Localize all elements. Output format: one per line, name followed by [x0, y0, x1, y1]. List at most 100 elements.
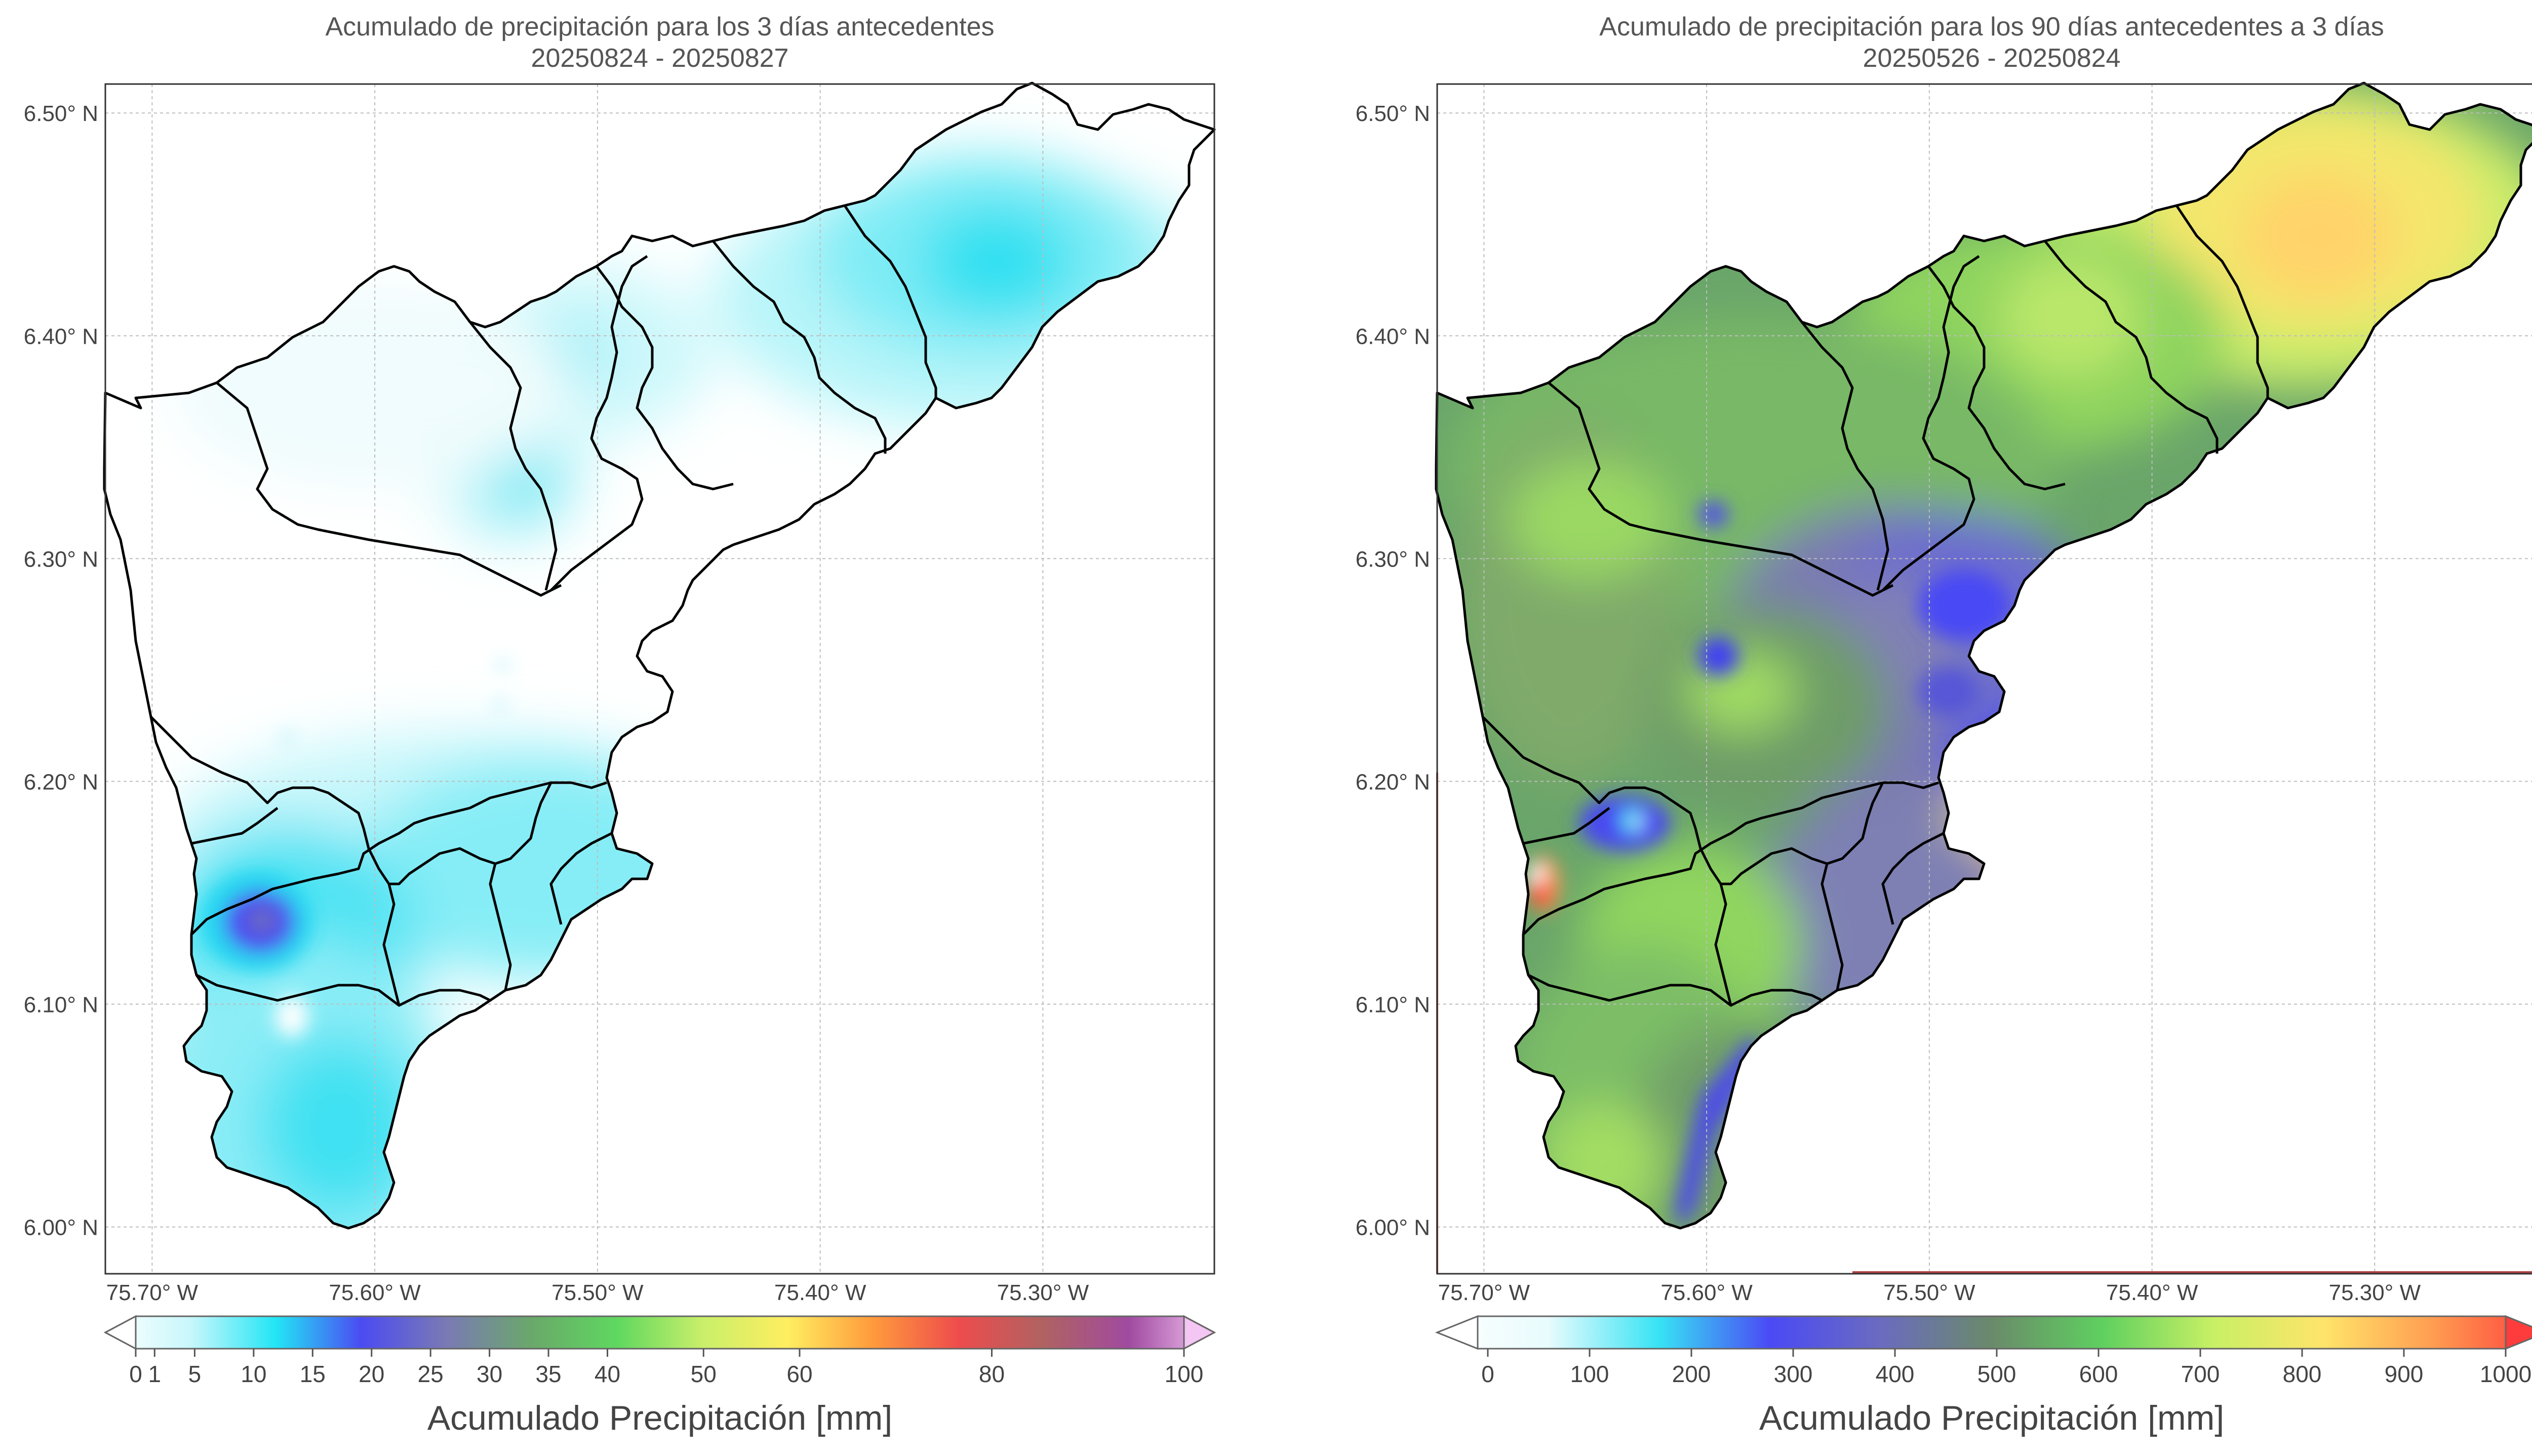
x-tick-label: 75.40° W — [774, 1280, 866, 1305]
sub-basin-boundary — [1927, 265, 2066, 491]
sub-basin-boundary — [1881, 832, 1945, 925]
right-map-frame — [1436, 83, 2532, 1275]
sub-basin-boundary — [2044, 240, 2219, 454]
x-tick-label: 75.50° W — [551, 1280, 644, 1305]
right-x-tick-labels: 75.70° W 75.60° W 75.50° W 75.40° W 75.30° W — [1438, 1280, 2421, 1305]
colorbar-tick-label: 10 — [241, 1361, 266, 1387]
right-title-line1: Acumulado de precipitación para los 90 d… — [1599, 12, 2384, 42]
left-map-panel: Acumulado de precipitación para los 3 dí… — [24, 12, 1216, 1305]
colorbar-tick-label: 60 — [786, 1361, 812, 1387]
left-colorbar-max-extension — [1183, 1315, 1216, 1350]
sub-basin-boundary — [550, 255, 648, 591]
sub-basin-boundary — [1821, 863, 1844, 991]
y-tick-label: 6.50° N — [1356, 101, 1430, 126]
left-y-tick-labels: 6.50° N 6.40° N 6.30° N 6.20° N 6.10° N 6.00°… — [24, 101, 98, 1240]
colorbar-tick-label: 1 — [148, 1361, 161, 1387]
sub-basin-boundary — [549, 832, 613, 925]
sub-basin-boundary — [1801, 321, 1889, 591]
sub-basin-boundary — [1482, 716, 1697, 829]
sub-basin-boundary — [469, 321, 558, 591]
left-colorbar-ticks: 0 1 5 10 15 20 25 30 35 40 50 60 80 100 — [129, 1349, 1203, 1387]
sub-basin-boundary — [389, 782, 552, 885]
sub-basin-boundary — [1694, 828, 1732, 1006]
colorbar-tick-label: 600 — [2079, 1361, 2118, 1387]
colorbar-tick-label: 5 — [188, 1361, 202, 1387]
x-tick-label: 75.60° W — [1660, 1280, 1753, 1305]
sub-basin-boundary — [195, 974, 491, 1007]
y-tick-label: 6.00° N — [24, 1216, 98, 1240]
x-tick-label: 75.30° W — [997, 1280, 1089, 1305]
colorbar-tick-label: 15 — [300, 1361, 326, 1387]
left-title-line1: Acumulado de precipitación para los 3 dí… — [325, 12, 994, 42]
colorbar-tick-label: 30 — [477, 1361, 502, 1387]
colorbar-tick-label: 500 — [1977, 1361, 2016, 1387]
region-outline — [1435, 82, 2532, 1230]
y-tick-label: 6.20° N — [1356, 770, 1430, 794]
right-y-tick-labels: 6.50° N 6.40° N 6.30° N 6.20° N 6.10° N 6.00°… — [1356, 101, 1430, 1240]
right-title-line2: 20250526 - 20250824 — [1863, 44, 2121, 73]
sub-basin-boundary — [596, 265, 734, 491]
sub-basin-boundary — [1721, 782, 1884, 885]
sub-basin-boundary — [1523, 807, 1610, 845]
y-tick-label: 6.40° N — [1356, 324, 1430, 349]
y-tick-label: 6.00° N — [1356, 1216, 1430, 1240]
colorbar-tick-label: 80 — [979, 1361, 1005, 1387]
right-colorbar-max-extension — [2505, 1315, 2532, 1350]
left-x-tick-labels: 75.70° W 75.60° W 75.50° W 75.40° W 75.30° W — [106, 1280, 1089, 1305]
y-tick-label: 6.10° N — [24, 993, 98, 1018]
colorbar-tick-label: 900 — [2385, 1361, 2424, 1387]
colorbar-tick-label: 50 — [691, 1361, 717, 1387]
sub-basin-boundary — [2175, 205, 2269, 398]
right-colorbar: 0 100 200 300 400 500 600 700 800 900 1000 Acumula… — [1435, 1315, 2532, 1437]
left-colorbar-label: Acumulado Precipitación [mm] — [427, 1399, 892, 1437]
sub-basin-boundary — [489, 863, 512, 991]
colorbar-tick-label: 800 — [2283, 1361, 2322, 1387]
colorbar-tick-label: 35 — [535, 1361, 561, 1387]
sub-basin-boundary — [362, 828, 401, 1006]
sub-basin-boundary — [1882, 255, 1980, 591]
left-gridlines — [105, 84, 1214, 1274]
left-title-line2: 20250824 - 20250827 — [531, 44, 789, 73]
right-basin-boundaries — [1435, 82, 2532, 1230]
right-map-panel: Acumulado de precipitación para los 90 d… — [1356, 12, 2532, 1305]
left-colorbar: 0 1 5 10 15 20 25 30 35 40 50 60 80 100 Acumulado Pre… — [103, 1315, 1216, 1437]
x-tick-label: 75.60° W — [329, 1280, 421, 1305]
x-tick-label: 75.70° W — [106, 1280, 199, 1305]
x-tick-label: 75.70° W — [1438, 1280, 1530, 1305]
y-tick-label: 6.10° N — [1356, 993, 1430, 1018]
colorbar-tick-label: 25 — [418, 1361, 444, 1387]
right-colorbar-min-extension — [1435, 1315, 1479, 1350]
colorbar-tick-label: 20 — [359, 1361, 384, 1387]
x-tick-label: 75.30° W — [2329, 1280, 2421, 1305]
y-tick-label: 6.30° N — [1356, 547, 1430, 572]
right-colorbar-label: Acumulado Precipitación [mm] — [1759, 1399, 2224, 1437]
y-tick-label: 6.30° N — [24, 547, 98, 572]
left-colorbar-min-extension — [103, 1315, 137, 1350]
right-gridlines — [1437, 84, 2532, 1274]
x-tick-label: 75.50° W — [1883, 1280, 1975, 1305]
region-outline — [103, 82, 1216, 1230]
colorbar-tick-label: 0 — [129, 1361, 142, 1387]
colorbar-tick-label: 100 — [1165, 1361, 1204, 1387]
colorbar-tick-label: 1000 — [2480, 1361, 2531, 1387]
colorbar-tick-label: 40 — [595, 1361, 620, 1387]
sub-basin-boundary — [1527, 974, 1823, 1007]
y-tick-label: 6.20° N — [24, 770, 98, 794]
right-colorbar-ticks: 0 100 200 300 400 500 600 700 800 900 1000 — [1481, 1349, 2531, 1387]
sub-basin-boundary — [843, 205, 937, 398]
sub-basin-boundary — [190, 781, 607, 936]
colorbar-tick-label: 200 — [1672, 1361, 1711, 1387]
left-map-frame — [104, 83, 1215, 1275]
sub-basin-boundary — [191, 807, 279, 845]
y-tick-label: 6.40° N — [24, 324, 98, 349]
left-colorbar-body — [103, 1315, 1216, 1350]
sub-basin-boundary — [216, 382, 562, 597]
right-colorbar-body — [1435, 1315, 2532, 1350]
colorbar-tick-label: 400 — [1876, 1361, 1915, 1387]
colorbar-tick-label: 700 — [2181, 1361, 2220, 1387]
colorbar-tick-label: 300 — [1774, 1361, 1813, 1387]
left-basin-boundaries — [103, 82, 1216, 1230]
x-tick-label: 75.40° W — [2106, 1280, 2198, 1305]
sub-basin-boundary — [712, 240, 887, 454]
